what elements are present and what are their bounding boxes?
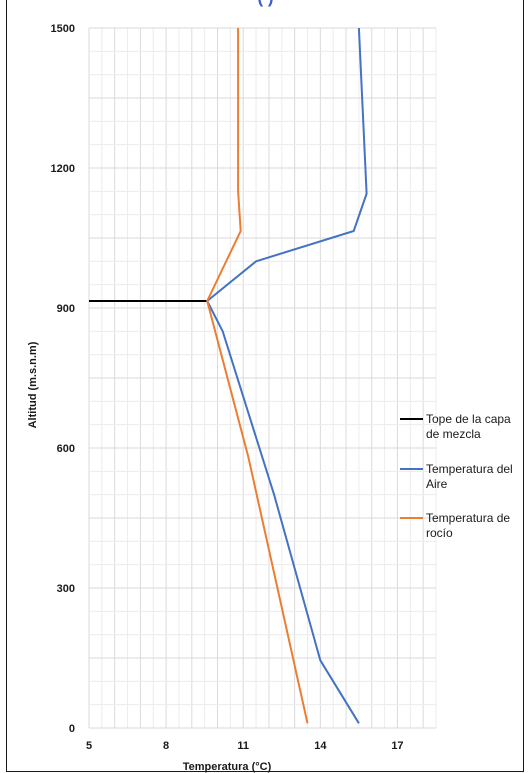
y-tick-label: 300 [57, 583, 75, 595]
legend-label-2-line-0: Temperatura de [426, 511, 510, 525]
y-tick-label: 0 [69, 723, 75, 735]
legend-label-1-line-0: Temperatura del [426, 462, 513, 476]
x-tick-label: 17 [391, 740, 403, 752]
chart-frame [6, 0, 524, 772]
x-tick-label: 11 [237, 740, 249, 752]
x-tick-label: 14 [314, 740, 327, 752]
series-line-1 [206, 27, 368, 724]
x-tick-label: 5 [86, 740, 92, 752]
y-tick-label: 1200 [51, 163, 75, 175]
tick-labels: 5 8 11 14 17 0 300 600 900 1200 1500 [51, 23, 404, 752]
x-tick-label: 8 [163, 740, 169, 752]
y-tick-label: 1500 [51, 23, 75, 35]
x-axis-title: Temperatura (°C) [183, 761, 272, 773]
legend-label-1-line-1: Aire [426, 477, 448, 491]
y-axis-title: Altitud (m.s.n.m) [27, 341, 39, 428]
legend-label-0-line-0: Tope de la capa [426, 412, 511, 426]
grid-lines [88, 27, 437, 729]
y-tick-label: 900 [57, 303, 75, 315]
y-tick-label: 600 [57, 443, 75, 455]
series-line-2 [206, 28, 309, 724]
legend-label-0-line-1: de mezcla [426, 427, 481, 441]
chart-title-fragment: ( ) [0, 0, 531, 8]
legend-label-2-line-1: rocío [426, 526, 453, 540]
series-lines [89, 27, 368, 724]
